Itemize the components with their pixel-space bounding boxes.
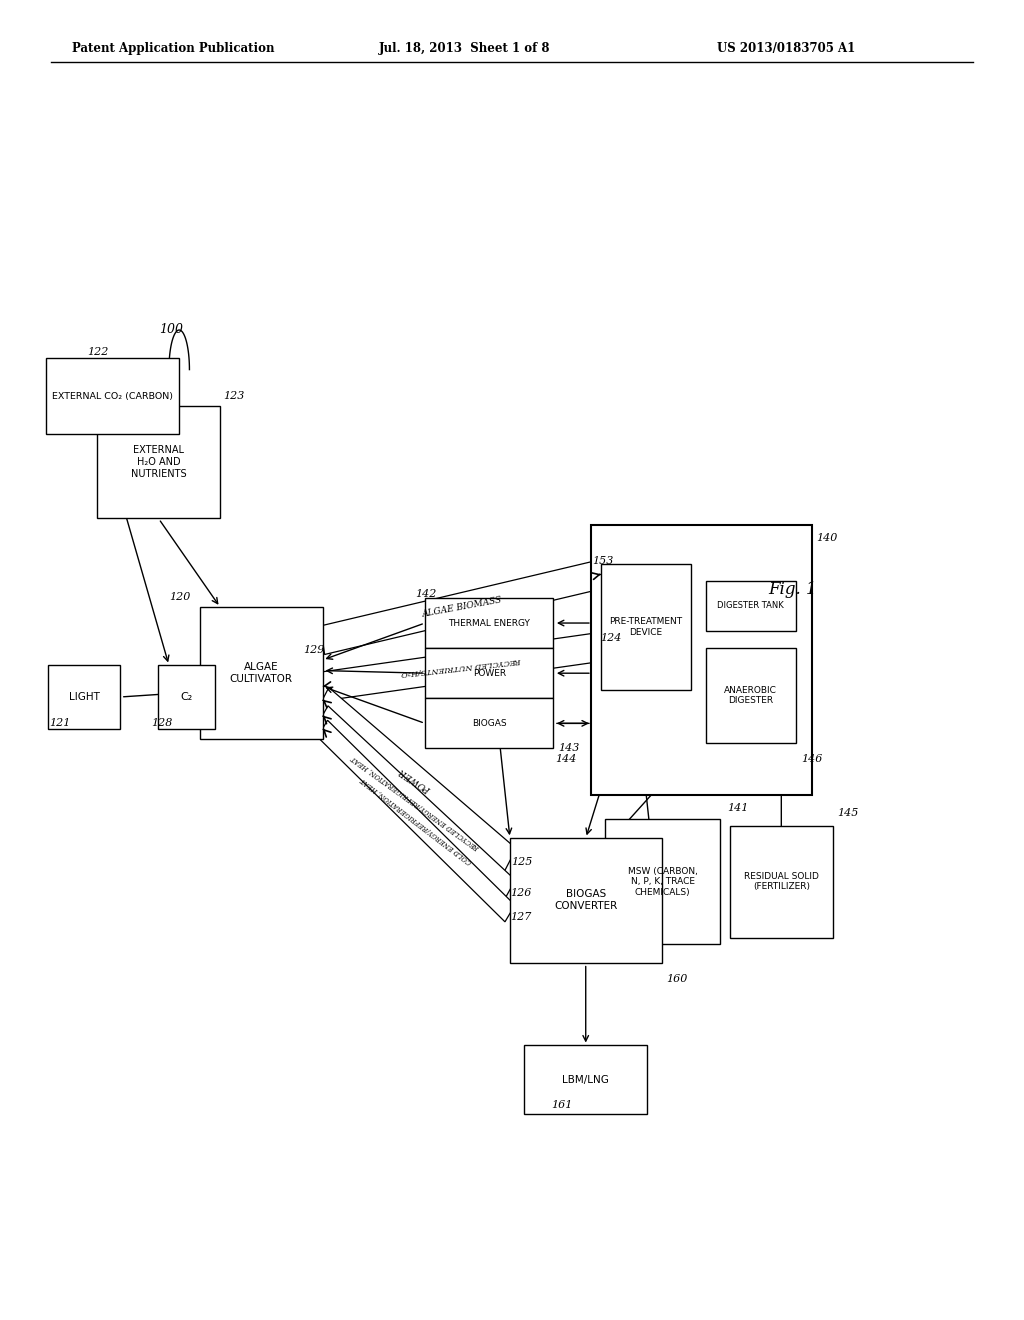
Text: ALGAE BIOMASS: ALGAE BIOMASS <box>421 595 503 619</box>
Text: EXTERNAL CO₂ (CARBON): EXTERNAL CO₂ (CARBON) <box>52 392 173 400</box>
Text: MSW (CARBON,
N, P, K, TRACE
CHEMICALS): MSW (CARBON, N, P, K, TRACE CHEMICALS) <box>628 867 697 896</box>
Text: 140: 140 <box>817 533 838 543</box>
Text: 124: 124 <box>600 634 622 643</box>
Polygon shape <box>317 706 515 899</box>
Text: 122: 122 <box>87 347 109 358</box>
FancyBboxPatch shape <box>706 581 796 631</box>
FancyBboxPatch shape <box>46 358 179 434</box>
FancyBboxPatch shape <box>426 598 553 648</box>
FancyBboxPatch shape <box>158 665 215 729</box>
Text: Patent Application Publication: Patent Application Publication <box>72 42 274 55</box>
Text: COLD ENERGY/REFRIGERATION, HEAT: COLD ENERGY/REFRIGERATION, HEAT <box>359 776 473 866</box>
FancyBboxPatch shape <box>605 818 720 945</box>
Polygon shape <box>322 632 602 701</box>
Text: 153: 153 <box>592 556 613 566</box>
FancyBboxPatch shape <box>730 826 833 937</box>
Text: 161: 161 <box>551 1100 572 1110</box>
Text: 129: 129 <box>303 644 325 655</box>
Text: PRE-TREATMENT
DEVICE: PRE-TREATMENT DEVICE <box>609 618 683 636</box>
Text: DIGESTER TANK: DIGESTER TANK <box>717 602 784 610</box>
Text: 120: 120 <box>169 591 190 602</box>
Text: 121: 121 <box>49 718 71 729</box>
Text: BIOGAS
CONVERTER: BIOGAS CONVERTER <box>554 890 617 911</box>
Text: 145: 145 <box>838 808 859 818</box>
Text: C₂: C₂ <box>180 692 193 702</box>
FancyBboxPatch shape <box>592 524 811 795</box>
Text: BIOGAS: BIOGAS <box>472 719 507 727</box>
FancyBboxPatch shape <box>97 407 220 517</box>
FancyBboxPatch shape <box>200 607 323 739</box>
Text: 123: 123 <box>223 391 245 401</box>
Text: 126: 126 <box>510 887 531 898</box>
FancyBboxPatch shape <box>426 648 553 698</box>
Text: 144: 144 <box>555 754 577 764</box>
Text: 142: 142 <box>415 589 436 599</box>
Text: 141: 141 <box>727 803 749 813</box>
FancyBboxPatch shape <box>524 1045 647 1114</box>
Text: 146: 146 <box>801 754 822 764</box>
Text: RECYCLED NUTRIENTS/H₂O: RECYCLED NUTRIENTS/H₂O <box>401 656 522 677</box>
Text: 128: 128 <box>152 718 173 729</box>
Text: RECYCLED ENERGY/REFRIGERATION, HEAT: RECYCLED ENERGY/REFRIGERATION, HEAT <box>350 754 482 851</box>
Polygon shape <box>317 721 515 921</box>
Text: EXTERNAL
H₂O AND
NUTRIENTS: EXTERNAL H₂O AND NUTRIENTS <box>131 445 186 479</box>
Text: THERMAL ENERGY: THERMAL ENERGY <box>449 619 530 627</box>
FancyBboxPatch shape <box>426 698 553 748</box>
Text: 100: 100 <box>159 322 182 335</box>
Text: 143: 143 <box>558 743 580 754</box>
Text: 160: 160 <box>667 974 688 983</box>
Text: ALGAE
CULTIVATOR: ALGAE CULTIVATOR <box>229 663 293 684</box>
FancyBboxPatch shape <box>601 565 691 689</box>
FancyBboxPatch shape <box>510 837 662 964</box>
Text: POWER: POWER <box>473 669 506 677</box>
Text: LBM/LNG: LBM/LNG <box>562 1074 609 1085</box>
Text: Fig. 1: Fig. 1 <box>768 581 816 598</box>
Polygon shape <box>316 688 516 873</box>
Text: LIGHT: LIGHT <box>69 692 99 702</box>
FancyBboxPatch shape <box>706 648 796 743</box>
Text: 127: 127 <box>510 912 531 923</box>
FancyBboxPatch shape <box>48 665 120 729</box>
Polygon shape <box>321 560 603 655</box>
Text: ANAEROBIC
DIGESTER: ANAEROBIC DIGESTER <box>724 686 777 705</box>
Text: RESIDUAL SOLID
(FERTILIZER): RESIDUAL SOLID (FERTILIZER) <box>743 873 819 891</box>
Text: 125: 125 <box>511 857 532 867</box>
Text: Jul. 18, 2013  Sheet 1 of 8: Jul. 18, 2013 Sheet 1 of 8 <box>379 42 550 55</box>
Text: US 2013/0183705 A1: US 2013/0183705 A1 <box>717 42 855 55</box>
Text: POWER: POWER <box>398 767 434 793</box>
